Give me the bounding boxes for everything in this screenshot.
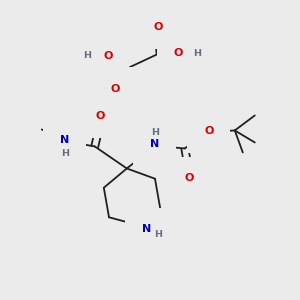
Text: O: O <box>153 22 163 32</box>
Text: O: O <box>184 173 194 184</box>
Text: H: H <box>61 149 69 158</box>
Text: N: N <box>60 136 69 146</box>
Text: N: N <box>150 140 159 149</box>
Text: H: H <box>83 52 91 61</box>
Text: O: O <box>110 84 120 94</box>
Text: O: O <box>173 48 183 58</box>
Text: O: O <box>204 127 214 136</box>
Text: H: H <box>193 49 201 58</box>
Text: H: H <box>151 128 159 137</box>
Text: H: H <box>154 230 162 239</box>
Text: N: N <box>142 224 151 234</box>
Text: O: O <box>95 112 104 122</box>
Text: O: O <box>103 51 113 61</box>
